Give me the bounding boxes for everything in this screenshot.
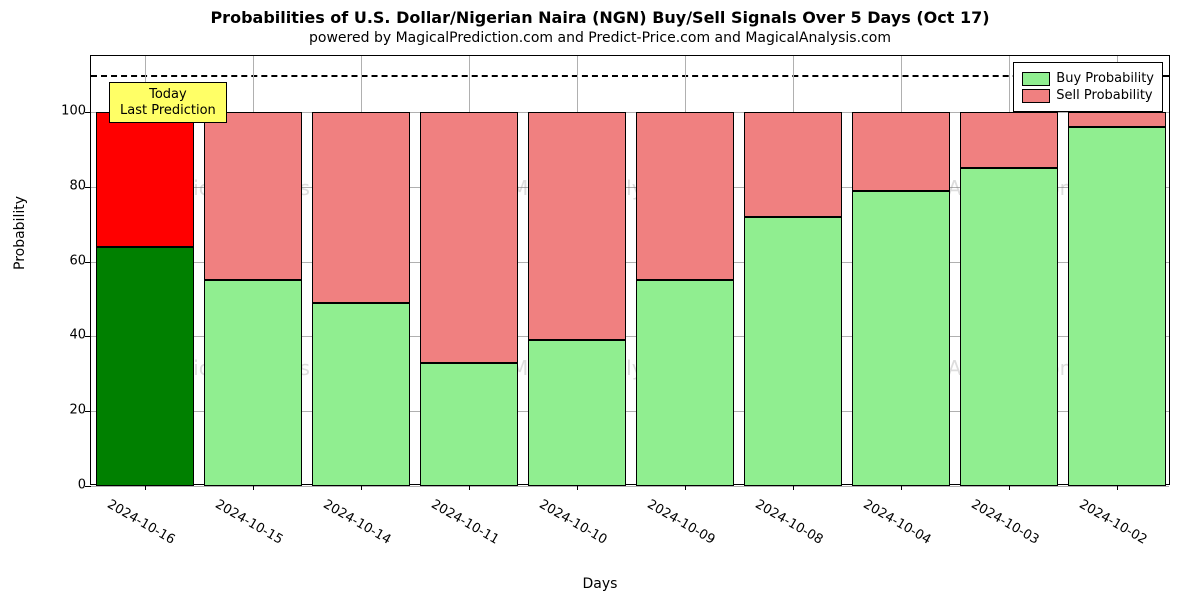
bar-sell	[636, 112, 733, 280]
legend-item: Sell Probability	[1022, 88, 1154, 103]
bar-buy	[312, 303, 409, 486]
y-tick-label: 40	[36, 328, 86, 343]
legend-swatch	[1022, 72, 1050, 86]
bar-sell	[1068, 112, 1165, 127]
bar-buy	[744, 217, 841, 486]
bar-sell	[420, 112, 517, 363]
bar-sell	[204, 112, 301, 280]
y-tick-label: 60	[36, 253, 86, 268]
bar-sell	[960, 112, 1057, 168]
x-tick-label: 2024-10-08	[753, 497, 826, 548]
y-tick-label: 100	[36, 104, 86, 119]
y-tick-label: 20	[36, 403, 86, 418]
x-tick-label: 2024-10-14	[321, 497, 394, 548]
bar-buy	[852, 191, 949, 486]
legend-label: Sell Probability	[1056, 88, 1152, 103]
x-tick-label: 2024-10-11	[429, 497, 502, 548]
chart-container: Probabilities of U.S. Dollar/Nigerian Na…	[0, 0, 1200, 600]
annotation-line2: Last Prediction	[120, 103, 216, 118]
plot-area: MagicalAnalysis.comMagicalAnalysis.comMa…	[90, 55, 1170, 485]
legend-item: Buy Probability	[1022, 71, 1154, 86]
bar-buy	[1068, 127, 1165, 486]
x-tick-label: 2024-10-04	[861, 497, 934, 548]
bar-sell	[744, 112, 841, 217]
annotation-line1: Today	[149, 87, 187, 102]
legend: Buy Probability Sell Probability	[1013, 62, 1163, 112]
bar-sell	[96, 112, 193, 247]
x-tick-label: 2024-10-16	[105, 497, 178, 548]
x-tick-label: 2024-10-09	[645, 497, 718, 548]
bar-buy	[528, 340, 625, 486]
x-axis-label: Days	[0, 576, 1200, 592]
annotation-today: TodayLast Prediction	[109, 82, 227, 123]
y-tick-label: 80	[36, 178, 86, 193]
x-tick-label: 2024-10-02	[1077, 497, 1150, 548]
legend-swatch	[1022, 89, 1050, 103]
bar-buy	[204, 280, 301, 486]
bar-sell	[312, 112, 409, 303]
x-tick-label: 2024-10-03	[969, 497, 1042, 548]
bar-buy	[636, 280, 733, 486]
y-axis-label: Probability	[12, 196, 28, 270]
x-tick-label: 2024-10-15	[213, 497, 286, 548]
y-tick-label: 0	[36, 478, 86, 493]
bar-buy	[420, 363, 517, 486]
legend-label: Buy Probability	[1056, 71, 1154, 86]
chart-title: Probabilities of U.S. Dollar/Nigerian Na…	[0, 8, 1200, 27]
bar-buy	[960, 168, 1057, 486]
chart-subtitle: powered by MagicalPrediction.com and Pre…	[0, 30, 1200, 46]
bar-sell	[528, 112, 625, 340]
bar-sell	[852, 112, 949, 191]
bar-buy	[96, 247, 193, 486]
x-tick-label: 2024-10-10	[537, 497, 610, 548]
